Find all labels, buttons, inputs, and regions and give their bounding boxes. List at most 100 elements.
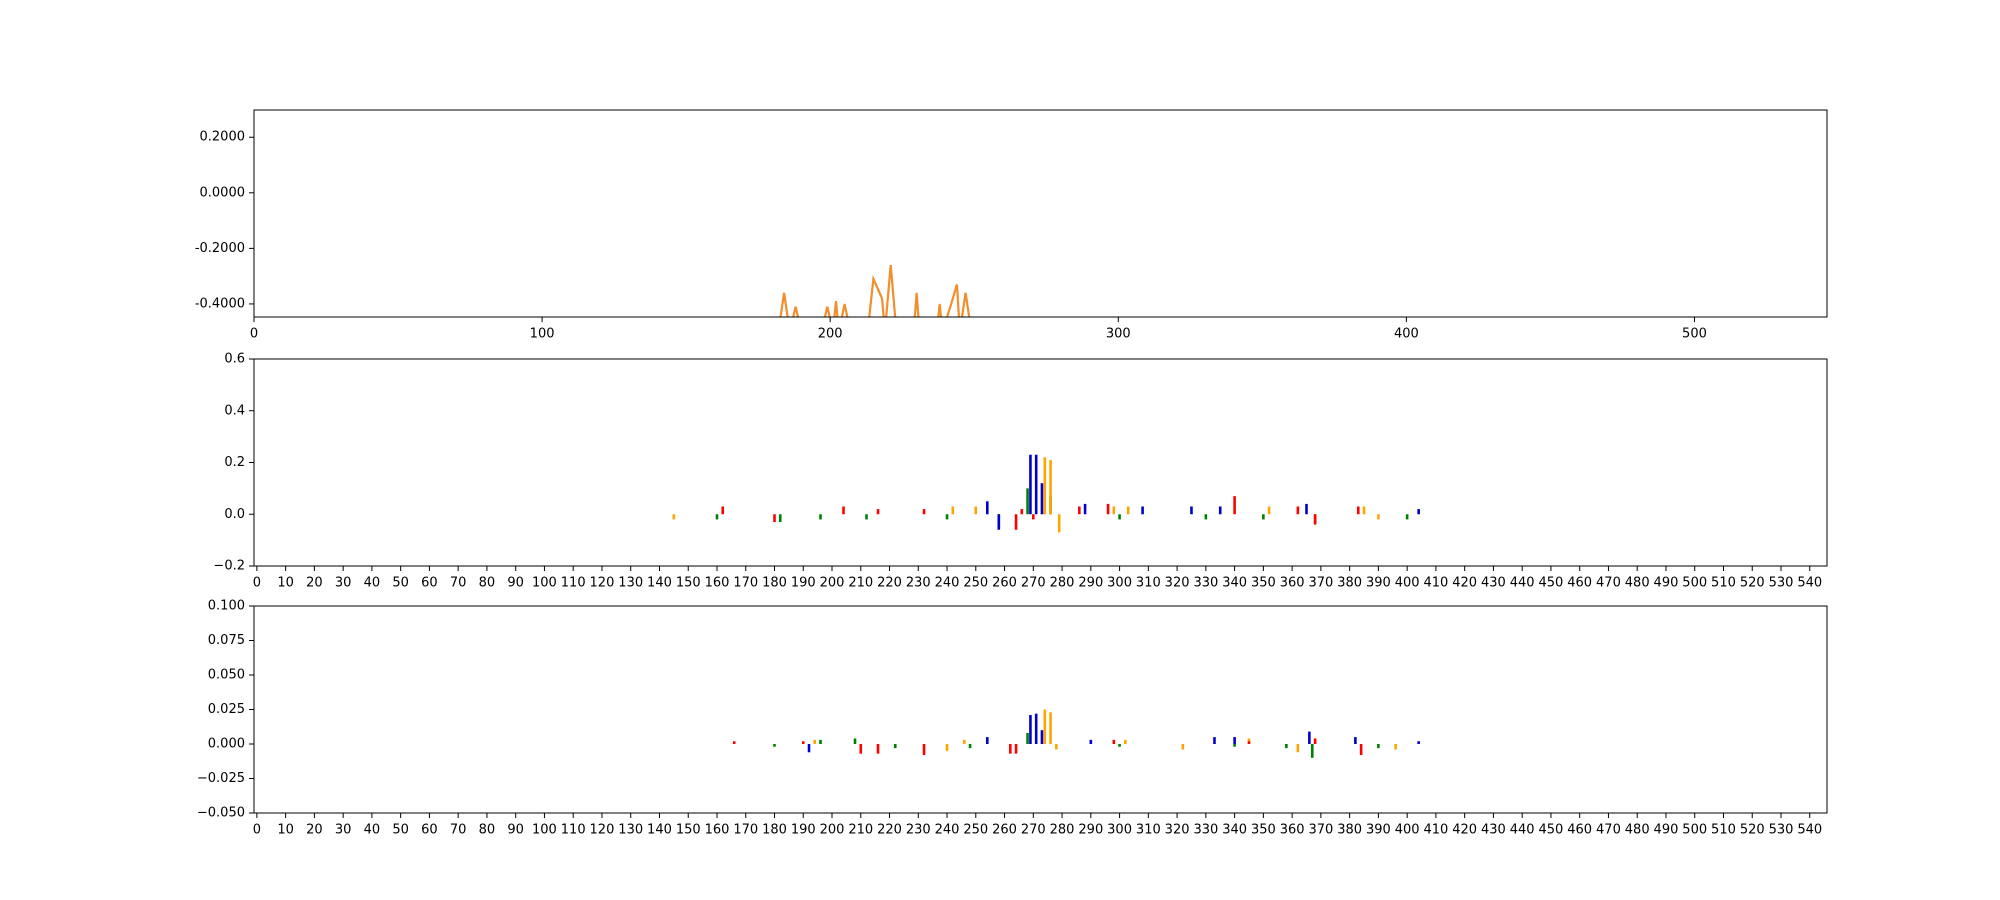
logo-bar (773, 514, 776, 523)
logo-bar (1262, 514, 1265, 520)
y-tick-label: −0.050 (197, 806, 245, 821)
x-tick-label: 230 (906, 823, 931, 838)
logo-bar (951, 506, 955, 515)
x-tick-label: 300 (1107, 576, 1132, 591)
x-tick-label: 100 (530, 327, 555, 342)
x-tick-label: 430 (1481, 576, 1506, 591)
logo-bar (1009, 744, 1012, 754)
x-tick-label: 410 (1423, 823, 1448, 838)
logo-bar (1296, 506, 1300, 515)
logo-bar (945, 514, 949, 520)
x-tick-label: 140 (647, 823, 672, 838)
logo-bar (1057, 514, 1061, 533)
panel: 0.6 0.4 0.2 0.0 −0.2 0 10 20 30 40 50 60 70 80 90 100 11… (213, 352, 1828, 591)
logo-bar (1417, 509, 1420, 515)
plot-area (732, 709, 1420, 758)
axes-frame (253, 605, 1828, 814)
logo-bar (1394, 744, 1397, 750)
x-tick-label: 160 (705, 823, 730, 838)
y-tick-label: −0.2 (213, 559, 245, 574)
x-tick-label: 210 (848, 576, 873, 591)
x-tick-label: 270 (1021, 823, 1046, 838)
logo-bar (1029, 715, 1032, 744)
x-tick-label: 90 (507, 576, 524, 591)
panel: 0.100 0.075 0.050 0.025 0.000 −0.025 −0.050 0 10… (197, 599, 1828, 838)
x-tick-label: 120 (590, 823, 615, 838)
y-tick-label: 0.0 (224, 507, 245, 522)
logo-bar (1247, 741, 1251, 744)
x-tick-label: 190 (791, 576, 816, 591)
logo-bar (963, 739, 966, 744)
x-tick-label: 320 (1165, 823, 1190, 838)
x-tick-label: 180 (762, 823, 787, 838)
logo-bar (876, 509, 880, 515)
logo-bar (773, 744, 776, 747)
logo-bar (819, 514, 822, 520)
x-tick-label: 340 (1222, 576, 1247, 591)
x-tick-label: 390 (1366, 823, 1391, 838)
x-tick-label: 80 (479, 823, 496, 838)
logo-bar (1233, 744, 1236, 747)
y-tick-label: 0.050 (208, 668, 245, 683)
x-tick-label: 260 (992, 823, 1017, 838)
x-tick-label: 280 (1050, 823, 1075, 838)
x-tick-label: 190 (791, 823, 816, 838)
x-tick-label: 280 (1050, 576, 1075, 591)
x-tick-label: 360 (1280, 823, 1305, 838)
y-tick-label: -0.2000 (195, 241, 245, 256)
x-tick-label: 500 (1682, 823, 1707, 838)
logo-bar (1020, 509, 1024, 515)
logo-bar (1356, 506, 1360, 515)
x-tick-label: 70 (450, 823, 467, 838)
plot-area (672, 454, 1420, 533)
x-tick-label: 400 (1395, 576, 1420, 591)
x-tick-label: 310 (1136, 576, 1161, 591)
x-tick-label: 500 (1682, 327, 1707, 342)
x-tick-label: 530 (1769, 576, 1794, 591)
x-tick-label: 300 (1106, 327, 1131, 342)
logo-bar (1040, 730, 1044, 744)
x-tick-label: 10 (277, 576, 294, 591)
logo-bar (1032, 514, 1035, 520)
x-tick-label: 80 (479, 576, 496, 591)
logo-bar (1190, 506, 1193, 515)
x-tick-label: 430 (1481, 823, 1506, 838)
x-tick-label: 150 (676, 823, 701, 838)
panel: 0.2000 0.0000 -0.2000 -0.4000 0 100 200 300 400 5… (195, 109, 1828, 342)
x-tick-label: 50 (392, 576, 409, 591)
logo-bar (819, 739, 822, 744)
x-tick-label: 180 (762, 576, 787, 591)
logo-bar (715, 514, 719, 520)
x-tick-label: 60 (421, 823, 438, 838)
x-tick-label: 370 (1308, 823, 1333, 838)
x-tick-label: 20 (306, 576, 323, 591)
logo-bar (672, 514, 676, 520)
logo-bar (1354, 737, 1357, 744)
logo-bar (945, 744, 949, 751)
x-tick-label: 20 (306, 823, 323, 838)
y-tick-label: 0.6 (224, 352, 245, 367)
logo-bar (1034, 454, 1038, 515)
logo-bar (922, 509, 926, 515)
y-tick-label: 0.025 (208, 702, 245, 717)
x-tick-label: 30 (335, 576, 352, 591)
logo-bar (974, 506, 978, 515)
x-tick-label: 470 (1596, 823, 1621, 838)
logo-bar (1377, 514, 1380, 520)
logo-bar (986, 501, 989, 515)
logo-bar (1296, 744, 1300, 753)
x-tick-label: 30 (335, 823, 352, 838)
logo-bar (1141, 506, 1144, 515)
x-tick-label: 360 (1280, 576, 1305, 591)
logo-bar (853, 738, 857, 744)
logo-bar (1204, 514, 1208, 520)
x-tick-label: 400 (1394, 327, 1419, 342)
x-tick-label: 160 (705, 576, 730, 591)
logo-bar (1405, 514, 1409, 520)
logo-bar (1043, 457, 1047, 515)
y-tick-label: 0.2 (224, 455, 245, 470)
logo-bar (1233, 496, 1236, 515)
x-tick-label: 260 (992, 576, 1017, 591)
